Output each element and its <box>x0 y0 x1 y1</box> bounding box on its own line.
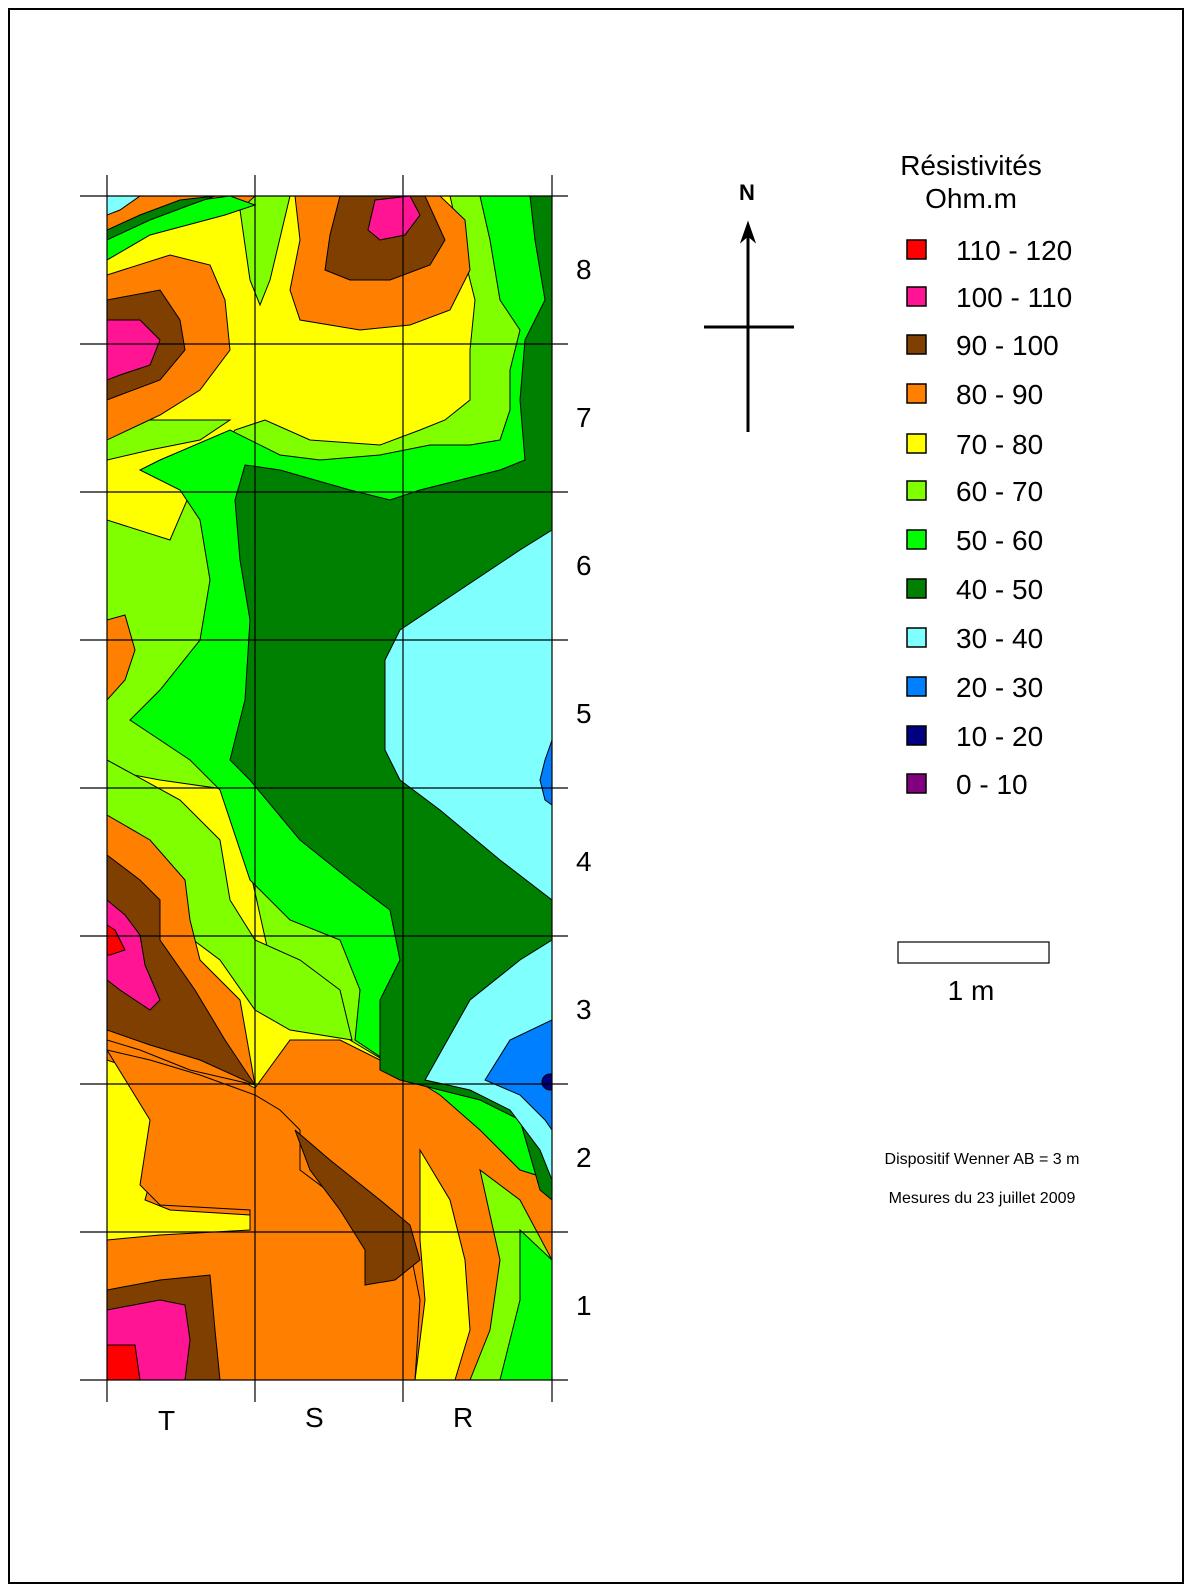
legend-label: 70 - 80 <box>956 429 1043 460</box>
contour-region-80-90 <box>107 614 136 701</box>
contour-region-100-110 <box>367 196 421 241</box>
legend-swatch <box>906 383 927 404</box>
row-label: 1 <box>576 1290 592 1321</box>
legend: Résistivités Ohm.m 110 - 120 100 - 110 90 … <box>900 150 1072 800</box>
column-label: S <box>305 1402 324 1433</box>
contour-region-90-100 <box>107 854 257 1087</box>
scale-bar: 1 m <box>897 941 1050 1006</box>
legend-label: 60 - 70 <box>956 476 1043 507</box>
row-label: 3 <box>576 994 592 1025</box>
row-label: 7 <box>576 402 592 433</box>
legend-unit: Ohm.m <box>925 183 1017 214</box>
map-grid <box>80 175 568 1402</box>
scale-bar-label: 1 m <box>948 975 995 1006</box>
legend-swatch <box>906 529 927 550</box>
legend-swatch <box>906 773 927 794</box>
contour-map <box>107 196 552 1380</box>
contour-region-70-80 <box>414 1148 471 1380</box>
row-label: 8 <box>576 254 592 285</box>
legend-swatch <box>906 334 927 355</box>
contour-region-110-120 <box>107 924 126 956</box>
contour-region-90-100 <box>294 1129 421 1286</box>
legend-swatch <box>906 578 927 599</box>
row-label: 5 <box>576 698 592 729</box>
legend-label: 30 - 40 <box>956 623 1043 654</box>
contour-region-100-110 <box>107 899 161 1011</box>
contour-region-110-120 <box>107 1344 141 1380</box>
legend-items: 110 - 120 100 - 110 90 - 100 80 - 90 70 - 80… <box>906 235 1072 800</box>
legend-swatch <box>906 239 927 260</box>
contour-region-100-110 <box>107 319 161 381</box>
row-label: 6 <box>576 550 592 581</box>
legend-label: 0 - 10 <box>956 769 1028 800</box>
legend-label: 90 - 100 <box>956 330 1059 361</box>
row-label: 2 <box>576 1142 592 1173</box>
legend-label: 50 - 60 <box>956 525 1043 556</box>
legend-label: 110 - 120 <box>956 235 1072 266</box>
contour-region-60-70 <box>107 419 232 461</box>
legend-swatch <box>906 286 927 307</box>
column-labels: T S R <box>158 1402 473 1436</box>
legend-label: 80 - 90 <box>956 379 1043 410</box>
legend-swatch <box>906 627 927 648</box>
legend-swatch <box>906 676 927 697</box>
contour-region-30-40 <box>384 529 552 901</box>
contour-region-10-20 <box>541 1073 552 1091</box>
column-label: T <box>158 1405 175 1436</box>
legend-label: 100 - 110 <box>956 282 1072 313</box>
contour-region-30-40 <box>107 196 141 216</box>
legend-label: 20 - 30 <box>956 672 1043 703</box>
scale-bar-box <box>897 941 1050 964</box>
north-label: N <box>739 180 755 205</box>
row-labels: 1 2 3 4 5 6 7 8 <box>576 254 592 1321</box>
legend-label: 40 - 50 <box>956 574 1043 605</box>
north-arrow: N <box>704 180 794 432</box>
survey-date-note: Mesures du 23 juillet 2009 <box>889 1190 1076 1207</box>
north-arrow-head-icon <box>739 220 757 244</box>
survey-notes: Dispositif Wenner AB = 3 m Mesures du 23… <box>885 1151 1080 1207</box>
legend-label: 10 - 20 <box>956 721 1043 752</box>
legend-swatch <box>906 725 927 746</box>
legend-swatch <box>906 433 927 454</box>
contour-region-40-50 <box>107 196 216 241</box>
contour-region-50-60 <box>499 1228 552 1380</box>
column-label: R <box>453 1402 473 1433</box>
contour-region-20-30 <box>539 739 552 806</box>
row-label: 4 <box>576 846 592 877</box>
contour-region-30-40 <box>424 939 552 1181</box>
legend-title: Résistivités <box>900 150 1042 181</box>
contour-region-20-30 <box>484 1019 552 1131</box>
legend-swatch <box>906 480 927 501</box>
survey-method-note: Dispositif Wenner AB = 3 m <box>885 1151 1080 1168</box>
